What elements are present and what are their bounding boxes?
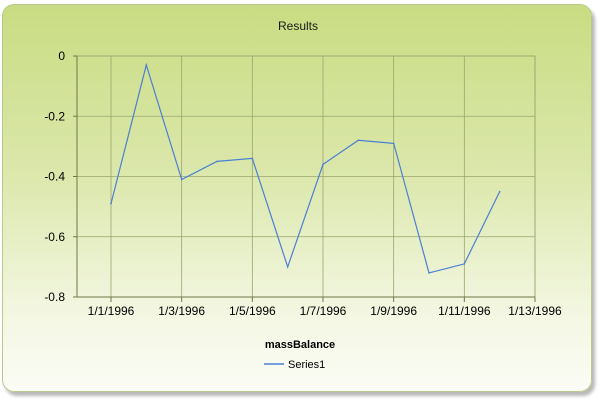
data-point bbox=[463, 263, 466, 265]
data-point bbox=[216, 160, 218, 163]
legend-title: massBalance bbox=[265, 339, 335, 351]
data-point bbox=[251, 157, 254, 160]
x-tick-label: 1/9/1996 bbox=[370, 304, 417, 318]
y-axis-ticks: 0 -0.2 -0.4 -0.6 -0.8 bbox=[44, 49, 65, 304]
y-tick-label: -0.2 bbox=[44, 109, 65, 123]
x-tick-label: 1/11/1996 bbox=[438, 304, 491, 318]
x-tick-label: 1/1/1996 bbox=[88, 304, 135, 318]
y-tick-label: 0 bbox=[58, 49, 65, 63]
data-point bbox=[322, 163, 324, 166]
y-tick-label: -0.8 bbox=[44, 290, 65, 304]
legend-label-series1: Series1 bbox=[288, 359, 325, 371]
data-point bbox=[392, 142, 395, 145]
series-layer bbox=[110, 62, 501, 274]
data-point bbox=[498, 190, 501, 193]
chart-title: Results bbox=[278, 19, 318, 33]
chart-frame bbox=[2, 4, 592, 392]
y-tick-label: -0.6 bbox=[44, 230, 65, 244]
data-point bbox=[145, 64, 148, 66]
x-tick-label: 1/13/1996 bbox=[508, 304, 562, 318]
series-line-series1 bbox=[110, 62, 501, 274]
data-point bbox=[286, 266, 289, 268]
x-tick-label: 1/5/1996 bbox=[229, 304, 276, 318]
x-tick-label: 1/3/1996 bbox=[158, 304, 205, 318]
x-tick-label: 1/7/1996 bbox=[300, 304, 347, 318]
data-point bbox=[180, 178, 183, 181]
plot-axes bbox=[73, 55, 536, 302]
x-axis-ticks: 1/1/1996 1/3/1996 1/5/1996 1/7/1996 1/9/1996… bbox=[88, 304, 562, 318]
data-point bbox=[357, 139, 360, 142]
data-point bbox=[428, 272, 430, 274]
data-point bbox=[110, 202, 112, 205]
y-tick-label: -0.4 bbox=[44, 170, 65, 184]
